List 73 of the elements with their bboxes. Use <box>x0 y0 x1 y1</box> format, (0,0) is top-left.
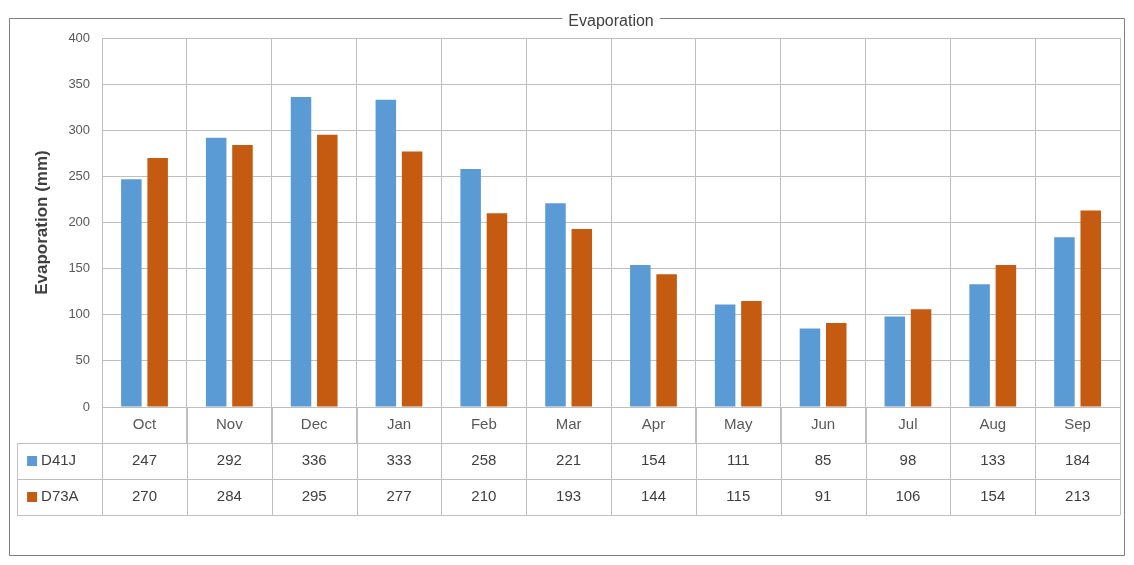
bar <box>375 99 397 407</box>
data-label: 270 <box>131 487 158 505</box>
y-tick-label: 100 <box>68 306 91 322</box>
y-tick-label: 250 <box>68 167 91 183</box>
data-label: 184 <box>1065 451 1091 469</box>
bar <box>205 137 227 407</box>
y-tick-label: 150 <box>68 260 91 276</box>
x-tick-label: Feb <box>470 415 497 433</box>
bar <box>147 157 168 407</box>
x-tick-label: Sep <box>1064 415 1091 433</box>
x-tick-label: May <box>724 415 753 433</box>
bar <box>884 316 906 407</box>
bar <box>1054 237 1075 407</box>
x-tick-label: Jul <box>898 415 918 433</box>
y-tick-label: 0 <box>82 398 91 414</box>
bar <box>290 97 312 407</box>
data-label: 193 <box>556 487 582 505</box>
data-label: 213 <box>1065 487 1091 505</box>
x-tick-label: Dec <box>300 415 328 433</box>
data-label: 292 <box>216 451 242 469</box>
data-label: 85 <box>814 451 832 469</box>
y-tick-label: 400 <box>68 29 91 45</box>
x-tick-label: Mar <box>555 415 582 433</box>
bar <box>799 328 821 407</box>
data-label: 98 <box>899 451 917 469</box>
bar <box>460 169 481 407</box>
x-tick-label: Jan <box>386 415 412 433</box>
data-label: 247 <box>131 451 158 469</box>
legend-label: D41J <box>41 451 77 469</box>
data-label: 277 <box>386 487 412 505</box>
bar <box>995 264 1017 407</box>
data-label: 258 <box>471 451 497 469</box>
legend-label: D73A <box>41 487 79 505</box>
bar <box>317 134 338 407</box>
bar <box>714 304 736 407</box>
data-label: 336 <box>301 451 327 469</box>
y-tick-label: 50 <box>75 352 91 368</box>
data-label: 333 <box>386 451 412 469</box>
bar <box>630 264 651 407</box>
bar <box>910 309 932 407</box>
data-label: 210 <box>471 487 497 505</box>
data-label: 154 <box>980 487 1006 505</box>
bar <box>969 284 990 407</box>
chart-title: Evaporation <box>568 12 654 30</box>
y-axis-title: Evaporation (mm) <box>31 150 51 295</box>
y-tick-label: 300 <box>68 121 91 137</box>
y-tick-label: 200 <box>68 214 91 230</box>
bar <box>656 274 677 407</box>
data-label: 115 <box>726 487 751 505</box>
data-label: 144 <box>640 487 666 505</box>
y-tick-label: 350 <box>68 75 91 91</box>
x-tick-label: Apr <box>641 415 666 433</box>
bar <box>545 203 566 407</box>
data-label: 106 <box>895 487 921 505</box>
data-label: 133 <box>980 451 1006 469</box>
bar <box>121 179 142 407</box>
bar <box>571 228 593 407</box>
bar <box>741 300 762 407</box>
data-label: 154 <box>640 451 666 469</box>
x-tick-label: Nov <box>215 415 244 433</box>
x-tick-label: Aug <box>979 415 1007 433</box>
bar <box>232 145 253 407</box>
data-label: 295 <box>301 487 327 505</box>
data-label: 111 <box>726 451 750 469</box>
bar <box>1080 210 1101 407</box>
x-tick-label: Jun <box>811 415 836 433</box>
bar <box>401 151 423 407</box>
bar <box>486 213 508 407</box>
x-tick-label: Oct <box>132 415 157 433</box>
bar <box>826 323 847 407</box>
data-label: 284 <box>216 487 242 505</box>
data-label: 221 <box>556 451 582 469</box>
data-label: 91 <box>814 487 832 505</box>
